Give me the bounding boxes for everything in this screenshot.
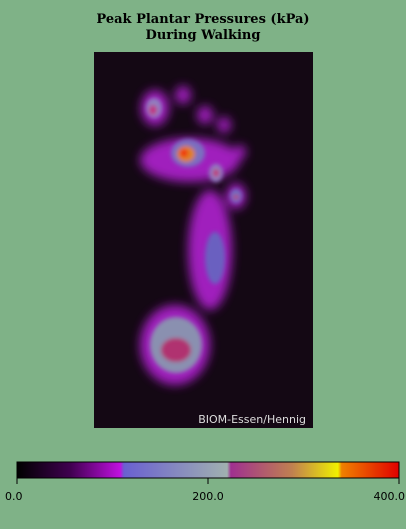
- chart-title: During Walking: [146, 28, 261, 43]
- chart: Peak Plantar Pressures (kPa) During Walk…: [0, 0, 406, 529]
- chart-title: Peak Plantar Pressures (kPa): [96, 12, 309, 27]
- colorbar: [17, 462, 399, 478]
- colorbar-tick-label: 0.0: [5, 490, 23, 503]
- colorbar-tick-label: 400.0: [374, 490, 406, 503]
- credit: BIOM-Essen/Hennig: [198, 413, 306, 426]
- heatmap: BIOM-Essen/Hennig: [94, 52, 313, 428]
- colorbar-tick-label: 200.0: [192, 490, 224, 503]
